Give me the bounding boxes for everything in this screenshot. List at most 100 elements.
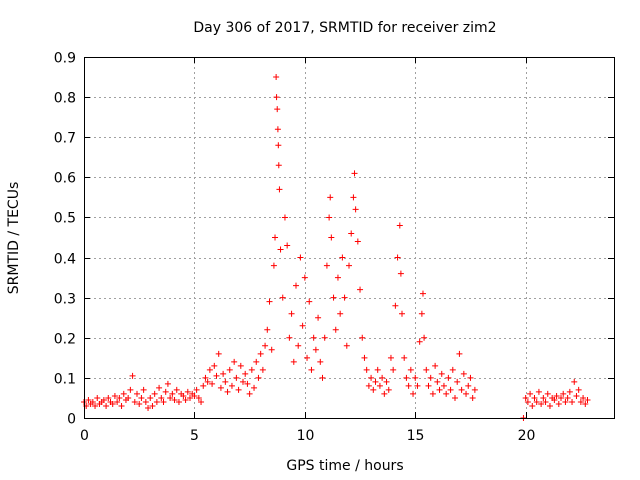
data-point — [365, 382, 372, 389]
data-point — [361, 354, 368, 361]
data-point — [569, 398, 576, 405]
data-point — [306, 298, 313, 305]
data-point — [175, 398, 182, 405]
data-point — [158, 394, 165, 401]
data-point — [94, 394, 101, 401]
y-tick-label: 0.8 — [54, 91, 76, 107]
data-point — [438, 370, 445, 377]
y-axis-label: SRMTID / TECUs — [6, 182, 22, 295]
data-point — [257, 350, 264, 357]
data-point — [127, 386, 134, 393]
data-point — [153, 398, 160, 405]
data-point — [151, 390, 158, 397]
data-point — [343, 342, 350, 349]
data-point — [542, 398, 549, 405]
data-point — [89, 398, 96, 405]
data-point — [142, 398, 149, 405]
data-point — [471, 386, 478, 393]
data-point — [368, 374, 375, 381]
data-points — [81, 74, 591, 421]
x-axis-label: GPS time / hours — [286, 458, 403, 474]
data-point — [332, 326, 339, 333]
chart-title: Day 306 of 2017, SRMTID for receiver zim… — [193, 20, 496, 36]
data-point — [85, 396, 92, 403]
data-point — [381, 390, 388, 397]
data-point — [359, 334, 366, 341]
data-point — [421, 334, 428, 341]
data-point — [351, 170, 358, 177]
data-point — [328, 234, 335, 241]
plot-frame — [84, 57, 615, 419]
data-point — [160, 398, 167, 405]
data-point — [407, 366, 414, 373]
data-point — [571, 378, 578, 385]
data-point — [374, 366, 381, 373]
data-point — [456, 350, 463, 357]
data-point — [226, 366, 233, 373]
data-point — [416, 338, 423, 345]
data-point — [352, 206, 359, 213]
data-point — [270, 262, 277, 269]
data-point — [452, 394, 458, 401]
data-point — [372, 378, 379, 385]
data-point — [423, 366, 430, 373]
data-point — [399, 310, 405, 317]
data-point — [251, 384, 258, 391]
data-point — [350, 194, 357, 201]
data-point — [299, 322, 306, 329]
data-point — [454, 378, 461, 385]
data-point — [120, 390, 127, 397]
data-point — [222, 378, 229, 385]
data-point — [327, 194, 334, 201]
data-point — [184, 388, 191, 395]
data-point — [248, 366, 255, 373]
data-point — [187, 394, 193, 401]
data-point — [544, 390, 551, 397]
data-point — [410, 390, 417, 397]
data-point — [92, 402, 99, 409]
data-point — [562, 398, 569, 405]
data-point — [290, 358, 297, 365]
data-point — [111, 392, 118, 399]
data-point — [449, 366, 456, 373]
data-point — [315, 314, 322, 321]
data-point — [244, 380, 251, 387]
data-point — [279, 294, 286, 301]
data-point — [467, 374, 474, 381]
data-point — [198, 398, 205, 405]
data-point — [346, 262, 352, 269]
data-point — [553, 392, 560, 399]
y-tick-label: 0.9 — [54, 51, 76, 67]
data-point — [551, 396, 558, 403]
data-point — [297, 254, 304, 261]
data-point — [281, 214, 288, 221]
data-point — [458, 386, 465, 393]
data-point — [275, 162, 282, 169]
data-point — [405, 382, 412, 389]
data-point — [582, 400, 589, 407]
data-point — [200, 382, 207, 389]
data-point — [308, 366, 315, 373]
x-tick-label: 10 — [297, 428, 315, 444]
data-point — [140, 386, 147, 393]
data-point — [169, 390, 176, 397]
data-point — [206, 366, 213, 373]
data-point — [231, 358, 238, 365]
data-point — [540, 394, 547, 401]
data-point — [213, 372, 220, 379]
data-point — [156, 384, 163, 391]
data-point — [131, 398, 138, 405]
data-point — [180, 392, 187, 399]
data-point — [390, 366, 397, 373]
data-point — [370, 386, 377, 393]
data-point — [191, 392, 198, 399]
data-point — [419, 290, 426, 297]
data-point — [173, 386, 180, 393]
x-tick-label: 0 — [80, 428, 89, 444]
data-point — [401, 354, 408, 361]
data-point — [288, 310, 295, 317]
data-point — [529, 402, 536, 409]
data-point — [268, 346, 275, 353]
data-point — [275, 142, 282, 149]
